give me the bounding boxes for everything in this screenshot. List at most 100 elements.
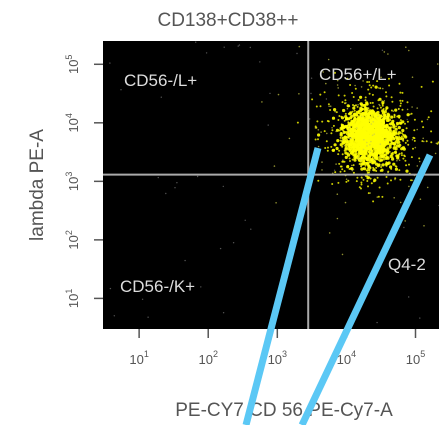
event-dot (358, 119, 361, 122)
event-dot (347, 133, 350, 135)
event-dot (381, 123, 384, 126)
event-dot (328, 232, 331, 234)
event-dot (392, 125, 396, 129)
event-dot (363, 134, 366, 137)
event-dot (367, 185, 369, 188)
event-dot (160, 96, 162, 98)
event-dot (358, 158, 361, 161)
event-dot (378, 121, 381, 124)
event-dot (372, 121, 375, 123)
event-dot (298, 45, 301, 48)
event-dot (388, 130, 390, 133)
event-dot (426, 118, 429, 121)
event-dot (410, 179, 413, 182)
event-dot (394, 151, 397, 154)
event-dot (406, 113, 410, 117)
event-dot (347, 125, 350, 127)
event-dot (351, 164, 353, 167)
event-dot (347, 152, 349, 155)
event-dot (387, 113, 391, 117)
event-dot (380, 120, 383, 123)
event-dot (419, 198, 422, 200)
event-dot (120, 89, 122, 91)
event-dot (296, 52, 298, 55)
event-dot (347, 179, 350, 182)
event-dot (355, 180, 358, 183)
event-dot (382, 87, 384, 90)
event-dot (331, 149, 334, 152)
event-dot (399, 102, 402, 105)
event-dot (334, 71, 336, 74)
event-dot (393, 116, 396, 119)
event-dot (418, 157, 421, 160)
event-dot (392, 162, 396, 166)
event-dot (397, 133, 400, 136)
event-dot (355, 143, 358, 146)
event-dot (407, 143, 410, 146)
event-dot (355, 136, 358, 139)
event-dot (377, 99, 380, 102)
event-dot (338, 149, 341, 152)
event-dot (369, 192, 372, 194)
event-dot (370, 153, 373, 156)
event-dot (403, 226, 405, 229)
event-dot (395, 125, 398, 128)
event-dot (380, 128, 383, 131)
event-dot (400, 154, 403, 157)
event-dot (342, 159, 344, 162)
event-dot (398, 144, 400, 147)
event-dot (298, 93, 300, 95)
event-dot (331, 116, 336, 120)
event-dot (357, 109, 360, 112)
event-dot (367, 148, 370, 151)
event-dot (408, 163, 410, 166)
event-dot (412, 136, 415, 139)
event-dot (386, 140, 389, 143)
event-dot (352, 115, 354, 117)
event-dot (412, 147, 414, 150)
event-dot (388, 145, 392, 149)
event-dot (363, 153, 366, 156)
event-dot (333, 143, 337, 147)
event-dot (378, 151, 381, 154)
event-dot (349, 140, 352, 143)
event-dot (379, 134, 381, 137)
event-dot (327, 146, 329, 149)
event-dot (368, 118, 371, 121)
event-dot (389, 165, 393, 169)
event-dot (383, 100, 386, 102)
y-tick-label: 101 (64, 289, 81, 308)
event-dot (310, 92, 312, 95)
event-dot (356, 140, 359, 143)
event-dot (375, 119, 378, 122)
event-dot (358, 131, 361, 134)
event-dot (376, 116, 380, 120)
event-dot (362, 167, 365, 170)
event-dot (343, 125, 346, 128)
event-dot (392, 136, 395, 139)
y-tick-2: 102 (64, 230, 103, 250)
y-tick-5: 105 (64, 55, 103, 74)
event-dot (352, 129, 354, 132)
event-dot (360, 181, 363, 184)
event-dot (344, 155, 348, 159)
event-dot (360, 159, 362, 161)
event-dot (328, 105, 330, 108)
event-dot (344, 112, 347, 115)
event-dot (341, 153, 344, 156)
event-dot (336, 217, 339, 220)
event-dot (371, 101, 374, 104)
event-dot (368, 160, 372, 164)
event-dot (395, 132, 398, 135)
event-dot (370, 111, 373, 114)
x-tick-2: 102 (198, 329, 218, 367)
event-dot (399, 104, 402, 107)
event-dot (165, 192, 167, 195)
event-dot (249, 46, 251, 49)
event-dot (381, 195, 384, 198)
event-dot (323, 91, 326, 94)
event-dot (370, 123, 373, 125)
chart-title: CD138+CD38++ (157, 10, 298, 31)
event-dot (385, 164, 388, 167)
event-dot (314, 127, 317, 129)
